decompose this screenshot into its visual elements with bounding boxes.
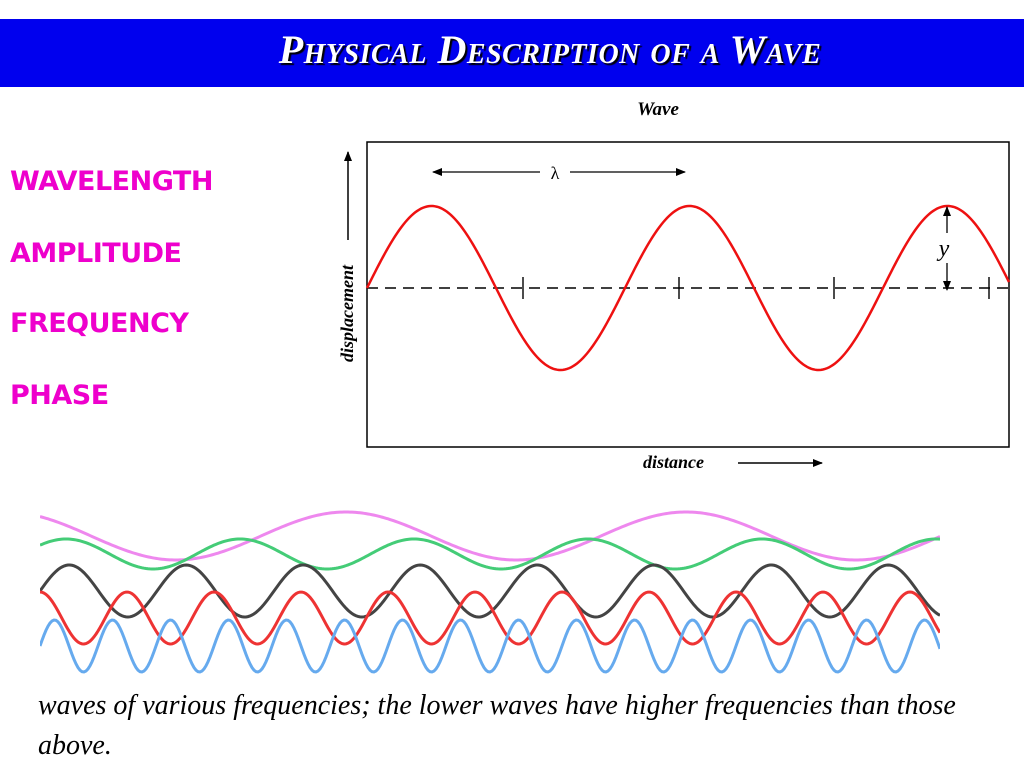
equilibrium-ticks [522, 277, 990, 299]
term-wavelength: Wavelength [10, 166, 213, 197]
caption: waves of various frequencies; the lower … [38, 690, 956, 761]
term-phase: Phase [10, 380, 109, 411]
term-amplitude: Amplitude [10, 238, 182, 269]
frequency-wave-2 [40, 537, 940, 571]
wavelength-label: λ [551, 163, 560, 183]
frequency-waves [40, 510, 940, 674]
title-bar [0, 19, 1024, 87]
term-frequency: Frequency [10, 308, 189, 339]
diagram-title: Wave [637, 99, 679, 120]
plot-frame [366, 141, 1010, 448]
wavelength-label-bg [540, 162, 570, 182]
wave-diagram: Wave displacement distance λ y [337, 99, 1011, 472]
frequency-wave-5 [40, 618, 940, 674]
amplitude-label: y [937, 236, 950, 262]
x-axis-label: distance [643, 452, 704, 472]
y-axis-label: displacement [337, 264, 357, 362]
wave-curve [365, 204, 1011, 372]
frequency-wave-4 [40, 590, 940, 646]
slide-title: Physical Description of a Wave [278, 27, 822, 72]
frequency-wave-3 [40, 563, 940, 619]
amplitude-label-bg [932, 233, 956, 263]
